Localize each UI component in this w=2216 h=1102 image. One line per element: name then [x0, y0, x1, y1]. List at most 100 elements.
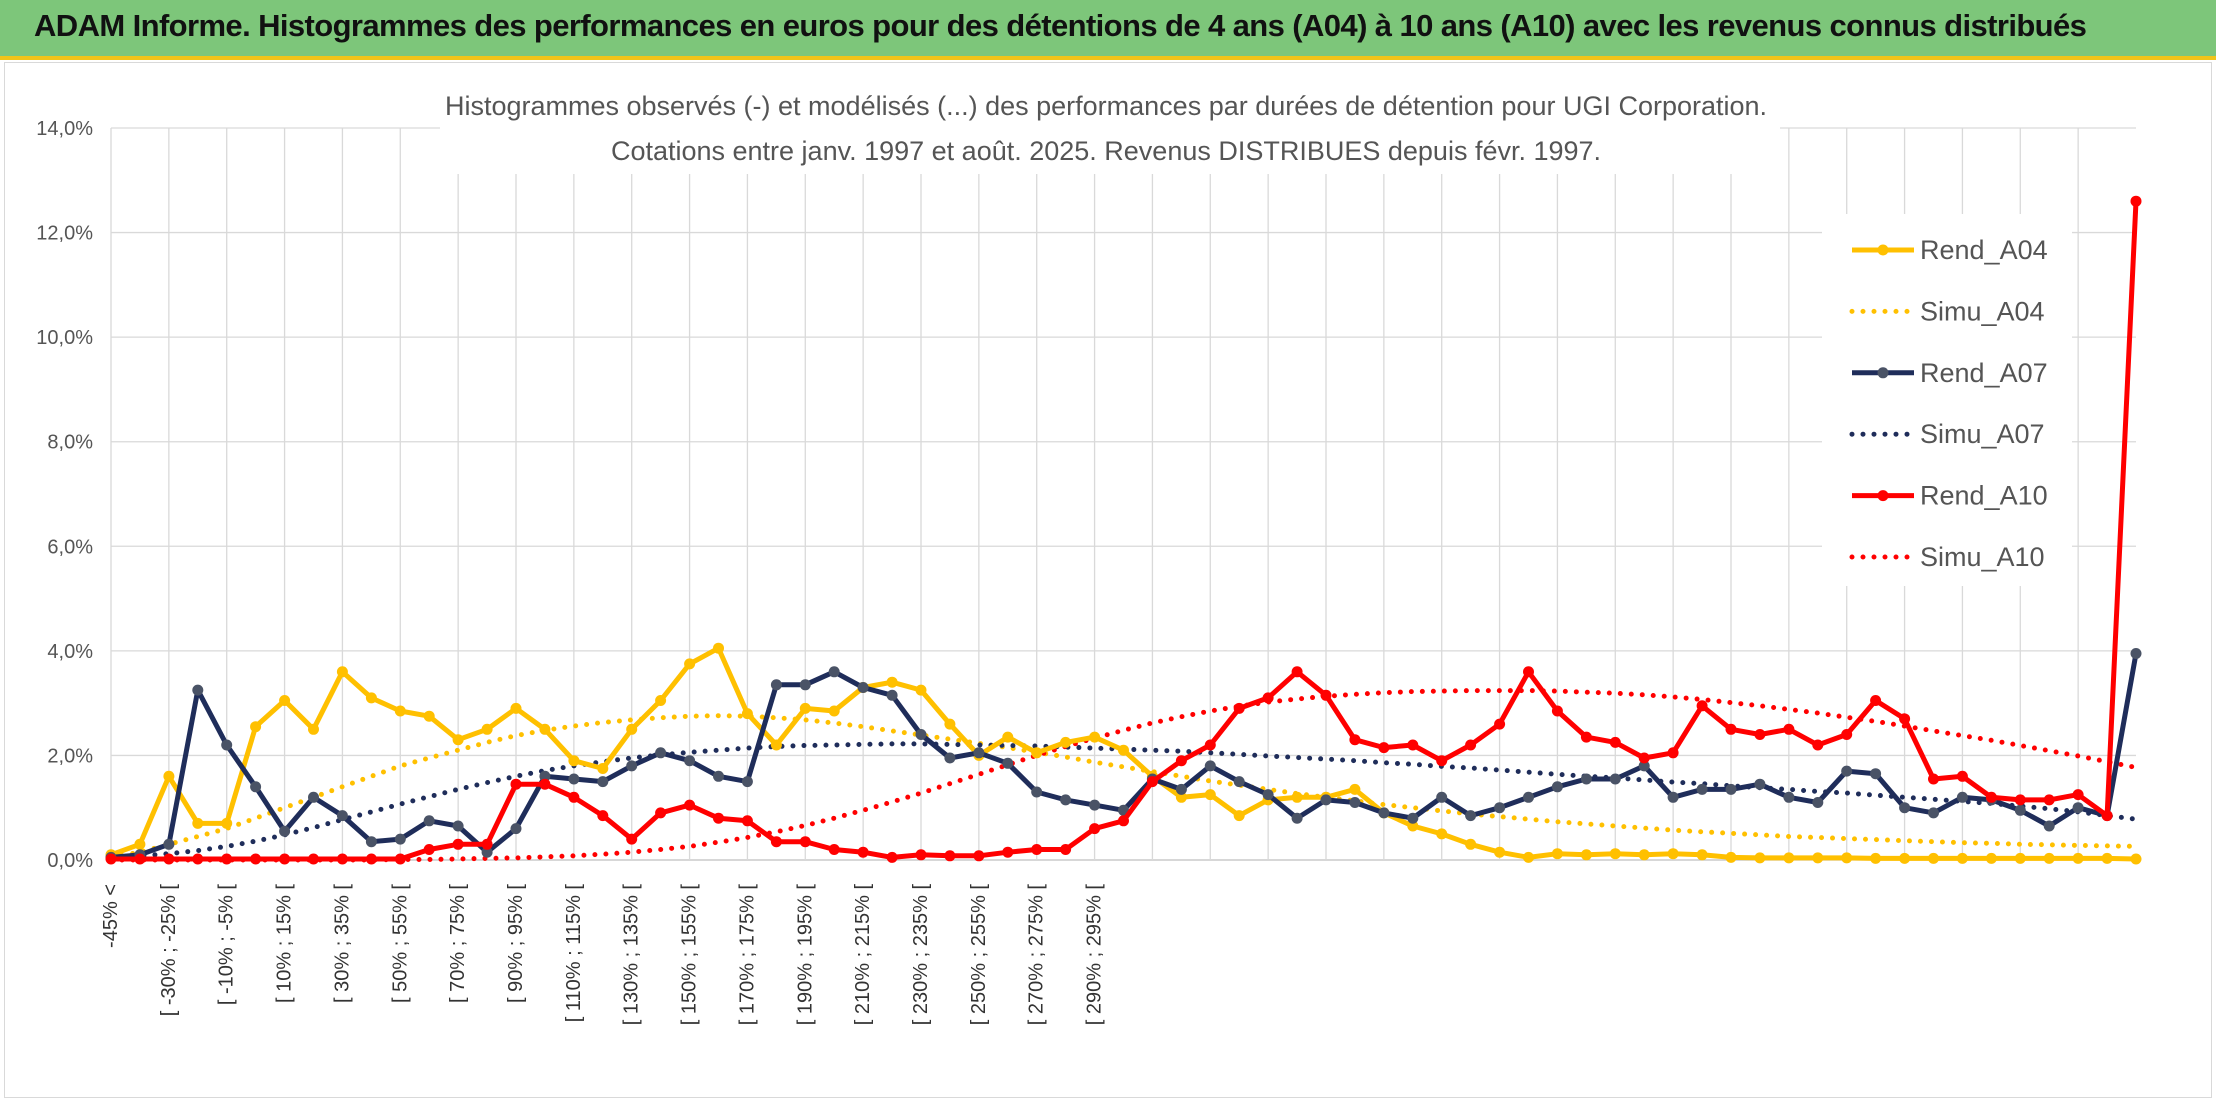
point-Rend_A07-53: [1638, 760, 1650, 772]
point-Rend_A07-26: [857, 682, 869, 693]
point-Rend_A07-57: [1754, 778, 1766, 790]
legend-item-Simu_A07: Simu_A07: [1849, 419, 2045, 449]
point-Rend_A07-29: [944, 752, 956, 764]
report-title: ADAM Informe. Histogrammes des performan…: [34, 8, 2087, 43]
legend-marker-Rend_A07: [1877, 367, 1889, 379]
point-Rend_A10-70: [2130, 195, 2142, 207]
point-Rend_A07-64: [1956, 791, 1968, 803]
x-tick-label-11: [ 170% ; 175% [: [736, 884, 758, 1026]
point-Rend_A10-9: [365, 853, 377, 865]
point-Rend_A10-41: [1291, 666, 1303, 678]
point-Rend_A10-61: [1870, 695, 1882, 706]
point-Rend_A07-21: [713, 770, 724, 782]
point-Rend_A04-35: [1118, 744, 1129, 756]
point-Rend_A07-30: [973, 747, 985, 759]
point-Rend_A10-1: [134, 853, 146, 865]
y-tick-label-2: 4,0%: [47, 641, 93, 663]
point-Rend_A10-31: [1002, 846, 1014, 858]
point-Rend_A04-11: [423, 710, 435, 722]
point-Rend_A10-33: [1060, 844, 1072, 855]
legend-item-Rend_A07: Rend_A07: [1852, 358, 2048, 388]
x-axis-ticks: -45% < [ -30% ; -25% [[ -10% ; -5% [[ 10%…: [100, 884, 1106, 1026]
series-Rend_A04: [105, 642, 2142, 865]
point-Rend_A07-17: [597, 776, 609, 788]
point-Rend_A04-48: [1494, 846, 1506, 858]
point-Rend_A10-46: [1436, 755, 1448, 767]
point-Rend_A07-20: [684, 755, 696, 767]
point-Rend_A07-33: [1060, 794, 1072, 806]
point-Rend_A07-16: [568, 773, 580, 785]
series-Rend_A07: [105, 648, 2142, 863]
point-Rend_A04-66: [2014, 852, 2026, 864]
point-Rend_A04-14: [510, 702, 522, 714]
x-tick-label-10: [ 150% ; 155% [: [679, 884, 701, 1026]
point-Rend_A07-4: [221, 739, 233, 751]
point-Rend_A07-15: [539, 770, 551, 782]
point-Rend_A10-8: [336, 853, 348, 865]
point-Rend_A04-12: [452, 734, 464, 746]
point-Rend_A07-6: [279, 825, 291, 837]
point-Rend_A04-24: [799, 702, 811, 714]
point-Rend_A10-60: [1841, 729, 1853, 740]
x-tick-label-7: [ 90% ; 95% [: [505, 884, 527, 1003]
point-Rend_A07-47: [1465, 810, 1477, 822]
point-Rend_A04-6: [279, 695, 291, 706]
point-Rend_A10-67: [2043, 794, 2055, 806]
point-Rend_A07-52: [1609, 773, 1621, 785]
legend-label-Simu_A10: Simu_A10: [1920, 542, 2045, 572]
point-Rend_A04-70: [2130, 853, 2142, 865]
point-Rend_A04-19: [655, 695, 667, 706]
point-Rend_A04-58: [1783, 852, 1795, 864]
point-Rend_A10-57: [1754, 729, 1766, 740]
point-Rend_A04-9: [365, 692, 377, 704]
point-Rend_A07-66: [2014, 804, 2026, 816]
point-Rend_A10-0: [105, 853, 117, 865]
point-Rend_A04-13: [481, 723, 493, 735]
point-Rend_A04-69: [2101, 852, 2113, 864]
chart-title-line-2: Cotations entre janv. 1997 et août. 2025…: [611, 136, 1601, 166]
point-Rend_A10-7: [308, 853, 319, 865]
y-axis-ticks: 0,0% 2,0% 4,0% 6,0% 8,0% 10,0% 12,0% 14,0%: [36, 118, 93, 872]
point-Rend_A07-9: [365, 836, 377, 848]
point-Rend_A10-16: [568, 791, 580, 803]
point-Rend_A07-8: [336, 810, 348, 822]
point-Rend_A04-49: [1523, 851, 1534, 863]
point-Rend_A07-12: [452, 820, 464, 832]
point-Rend_A07-28: [915, 729, 927, 740]
point-Rend_A10-23: [770, 836, 782, 848]
point-Rend_A10-63: [1928, 773, 1939, 785]
y-tick-label-7: 14,0%: [36, 118, 93, 140]
point-Rend_A07-2: [163, 838, 175, 850]
point-Rend_A07-39: [1233, 776, 1245, 788]
point-Rend_A10-59: [1812, 739, 1824, 751]
point-Rend_A10-30: [973, 850, 985, 862]
point-Rend_A04-63: [1928, 852, 1939, 864]
legend-item-Simu_A04: Simu_A04: [1849, 296, 2045, 326]
point-Rend_A04-52: [1609, 848, 1621, 860]
point-Rend_A10-54: [1667, 747, 1679, 759]
x-tick-label-6: [ 70% ; 75% [: [447, 884, 469, 1003]
point-Rend_A04-17: [597, 763, 609, 774]
y-tick-label-3: 6,0%: [47, 536, 93, 558]
point-Rend_A10-32: [1031, 844, 1043, 855]
point-Rend_A04-45: [1407, 820, 1419, 832]
point-Rend_A04-8: [336, 666, 348, 678]
legend-item-Simu_A10: Simu_A10: [1849, 542, 2045, 572]
point-Rend_A10-15: [539, 778, 551, 790]
y-tick-label-0: 0,0%: [47, 850, 93, 872]
point-Rend_A04-21: [713, 642, 724, 654]
point-Rend_A10-22: [741, 815, 753, 827]
point-Rend_A10-14: [510, 778, 522, 790]
point-Rend_A10-48: [1494, 718, 1506, 730]
point-Rend_A07-54: [1667, 791, 1679, 803]
point-Rend_A10-38: [1204, 739, 1216, 751]
point-Rend_A07-10: [394, 833, 406, 845]
x-tick-label-4: [ 30% ; 35% [: [331, 884, 353, 1003]
point-Rend_A10-36: [1146, 776, 1158, 788]
point-Rend_A07-63: [1928, 807, 1939, 819]
point-Rend_A10-50: [1551, 705, 1563, 717]
point-Rend_A04-22: [741, 708, 753, 720]
point-Rend_A07-37: [1175, 783, 1187, 795]
point-Rend_A10-5: [250, 853, 262, 865]
